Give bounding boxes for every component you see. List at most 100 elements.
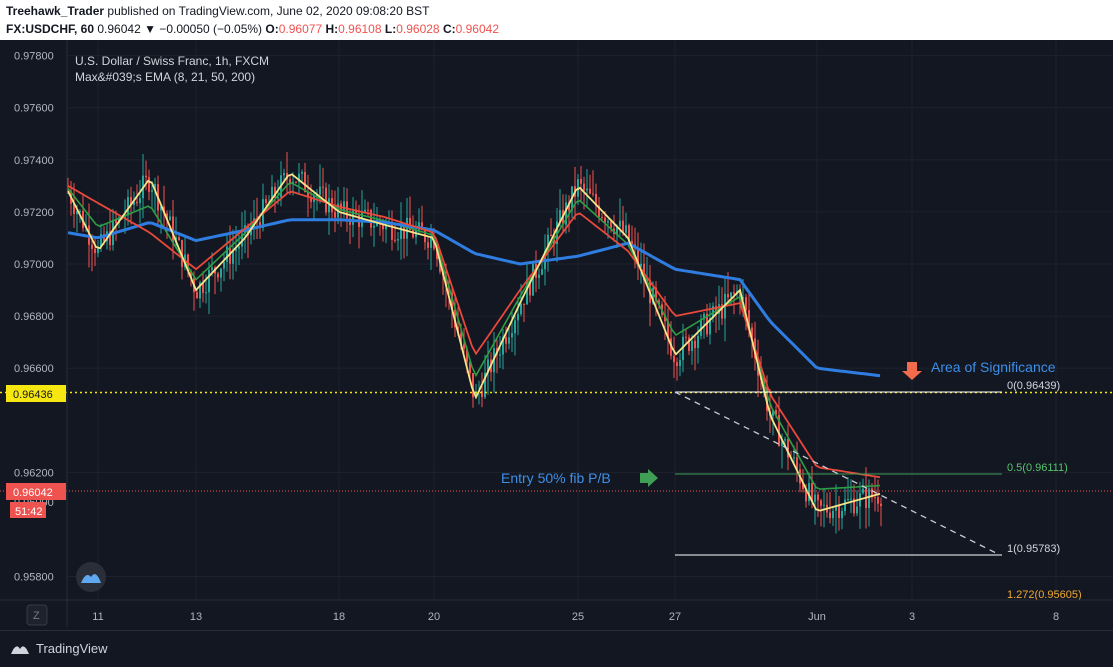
candle-body bbox=[79, 210, 81, 212]
candle-body bbox=[667, 321, 669, 339]
candle-body bbox=[202, 282, 204, 293]
level-price-tag: 0.96436 bbox=[13, 389, 53, 401]
candle-body bbox=[517, 314, 519, 321]
footer: TradingView bbox=[0, 630, 1113, 667]
candle-body bbox=[238, 246, 240, 249]
candle-body bbox=[301, 171, 303, 174]
publish-header: Treehawk_Trader published on TradingView… bbox=[0, 0, 1113, 40]
tradingview-brand[interactable]: TradingView bbox=[10, 641, 108, 656]
candle-body bbox=[559, 210, 561, 222]
candle-body bbox=[418, 222, 420, 230]
tv-watermark-icon[interactable] bbox=[76, 562, 106, 592]
candle-body bbox=[364, 209, 366, 212]
candle-body bbox=[598, 205, 600, 217]
candle-body bbox=[868, 488, 870, 509]
candle-body bbox=[550, 234, 552, 237]
candle-body bbox=[283, 172, 285, 176]
price-label: 0.96800 bbox=[14, 311, 54, 323]
candle-body bbox=[610, 221, 612, 229]
candle-body bbox=[748, 310, 750, 328]
candle-body bbox=[439, 259, 441, 272]
price-label: 0.97400 bbox=[14, 155, 54, 167]
fib-1272-label: 1.272(0.95605) bbox=[1007, 589, 1082, 601]
candle-body bbox=[781, 440, 783, 447]
candle-body bbox=[172, 216, 174, 244]
candle-body bbox=[403, 224, 405, 239]
candle-body bbox=[100, 234, 102, 247]
candle-body bbox=[427, 242, 429, 248]
price-chart[interactable]: Area of Significance Entry 50% fib P/B 0… bbox=[0, 40, 1113, 630]
candle-body bbox=[520, 303, 522, 315]
candle-body bbox=[298, 173, 300, 183]
candle-body bbox=[160, 206, 162, 211]
candle-body bbox=[295, 181, 297, 183]
drawings: Area of Significance Entry 50% fib P/B 0… bbox=[0, 359, 1113, 601]
ema-8-line bbox=[67, 173, 881, 512]
low-value: 0.96028 bbox=[396, 22, 440, 36]
candle-body bbox=[367, 209, 369, 211]
ema-200-line bbox=[67, 218, 881, 378]
axes: 0.97800 0.97600 0.97400 0.97200 0.97000 0.968… bbox=[0, 40, 1113, 627]
candle-body bbox=[217, 273, 219, 278]
candle-body bbox=[232, 250, 234, 264]
candle-body bbox=[460, 333, 462, 345]
price-label: 0.96200 bbox=[14, 467, 54, 479]
time-label: 13 bbox=[190, 611, 202, 623]
area-of-significance-label: Area of Significance bbox=[931, 359, 1056, 375]
candle-body bbox=[811, 483, 813, 502]
time-label: 27 bbox=[669, 611, 681, 623]
candle-body bbox=[130, 197, 132, 205]
candle-body bbox=[727, 293, 729, 298]
candle-body bbox=[148, 177, 150, 192]
candle-body bbox=[352, 209, 354, 225]
time-label: 18 bbox=[333, 611, 345, 623]
candle-body bbox=[511, 333, 513, 338]
candle-body bbox=[871, 488, 873, 498]
candle-body bbox=[538, 274, 540, 278]
candle-body bbox=[820, 500, 822, 506]
candle-body bbox=[169, 216, 171, 221]
chart-area[interactable]: Area of Significance Entry 50% fib P/B 0… bbox=[0, 40, 1113, 630]
candle-body bbox=[592, 193, 594, 195]
time-label: Jun bbox=[808, 611, 826, 623]
candle-body bbox=[637, 247, 639, 267]
candle-body bbox=[583, 183, 585, 191]
candle-body bbox=[115, 219, 117, 224]
entry-label: Entry 50% fib P/B bbox=[501, 470, 611, 486]
z-button[interactable]: Z bbox=[33, 610, 40, 622]
candle-body bbox=[673, 355, 675, 363]
price-label: 0.97000 bbox=[14, 259, 54, 271]
countdown-tag: 51:42 bbox=[15, 506, 43, 518]
candle-body bbox=[400, 224, 402, 240]
candle-body bbox=[136, 201, 138, 204]
candle-body bbox=[469, 361, 471, 374]
candle-body bbox=[853, 498, 855, 514]
current-price-tag: 0.96042 bbox=[13, 487, 53, 499]
candle-body bbox=[784, 439, 786, 441]
candle-body bbox=[847, 499, 849, 501]
candle-body bbox=[697, 335, 699, 349]
close-label: C: bbox=[442, 22, 456, 36]
candle-body bbox=[409, 217, 411, 230]
candle-body bbox=[850, 498, 852, 500]
candle-body bbox=[499, 354, 501, 356]
candle-body bbox=[631, 240, 633, 245]
candle-body bbox=[322, 186, 324, 188]
candle-body bbox=[124, 215, 126, 219]
candle-body bbox=[139, 198, 141, 204]
candle-body bbox=[880, 503, 882, 507]
candle-body bbox=[109, 231, 111, 246]
candle-body bbox=[688, 337, 690, 351]
open-value: 0.96077 bbox=[278, 22, 323, 36]
price-axis-labels: 0.97800 0.97600 0.97400 0.97200 0.97000 0.968… bbox=[14, 51, 54, 584]
candle-body bbox=[307, 192, 309, 197]
candle-body bbox=[412, 229, 414, 238]
author-name[interactable]: Treehawk_Trader bbox=[6, 4, 105, 18]
time-axis-labels: 11 13 18 20 25 27 Jun 3 8 bbox=[92, 611, 1059, 623]
chart-title: U.S. Dollar / Swiss Franc, 1h, FXCM bbox=[75, 54, 270, 68]
candle-body bbox=[526, 279, 528, 305]
indicator-label[interactable]: Max&#039;s EMA (8, 21, 50, 200) bbox=[75, 70, 256, 84]
candle-body bbox=[580, 179, 582, 184]
candle-body bbox=[289, 179, 291, 184]
ema-lines bbox=[67, 173, 881, 512]
